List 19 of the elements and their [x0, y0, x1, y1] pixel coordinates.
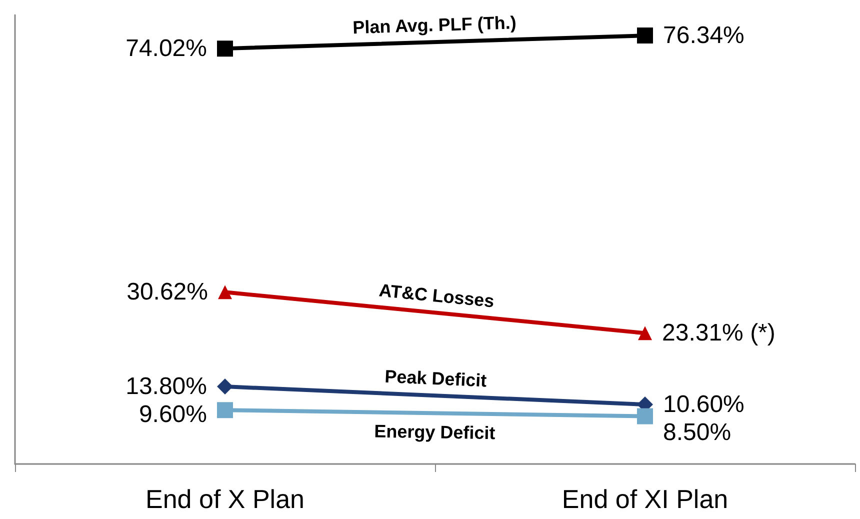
point — [217, 378, 233, 395]
data-label: 8.50% — [663, 419, 732, 446]
series-label: Energy Deficit — [374, 421, 496, 444]
point — [637, 408, 653, 424]
data-label: 9.60% — [138, 401, 207, 428]
data-label: 10.60% — [663, 391, 744, 418]
data-label: 23.31% (*) — [662, 320, 776, 347]
point — [637, 28, 653, 44]
series-label: Plan Avg. PLF (Th.) — [352, 12, 517, 38]
point — [217, 402, 233, 418]
data-label: 74.02% — [126, 35, 207, 62]
data-label: 30.62% — [126, 278, 208, 306]
series-label: Peak Deficit — [384, 366, 488, 391]
x-tick-label: End of XI Plan — [562, 484, 728, 514]
data-label: 76.34% — [663, 22, 744, 50]
text: AT&C Losses — [378, 280, 496, 312]
point — [217, 40, 233, 57]
data-label: 13.80% — [126, 373, 207, 400]
x-tick-label: End of X Plan — [146, 484, 304, 514]
